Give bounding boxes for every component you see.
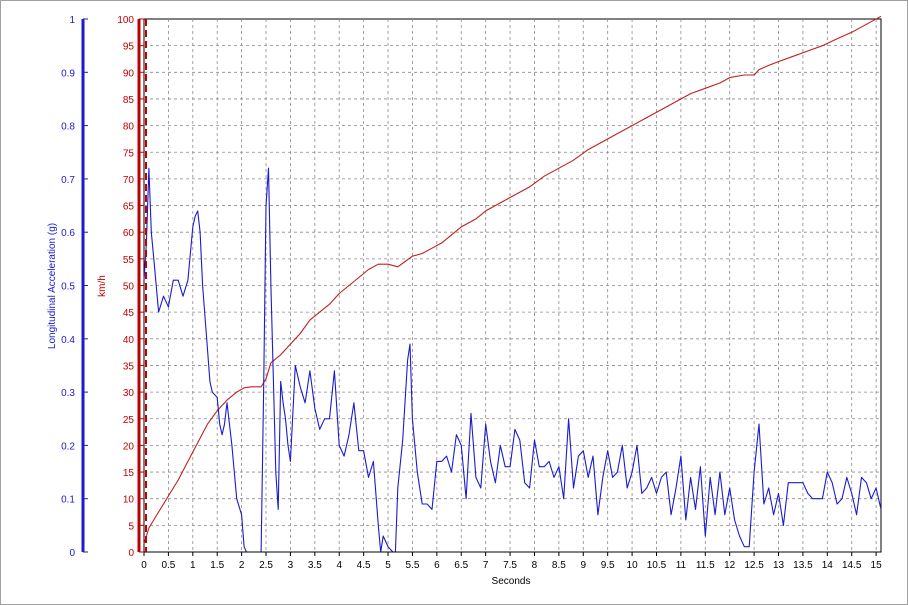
series-layer: [143, 15, 882, 553]
x-tick-label: 8: [532, 560, 538, 571]
x-tick-label: 7.5: [503, 560, 517, 571]
x-tick-label: 2: [239, 560, 245, 571]
x-tick-label: 9.5: [601, 560, 615, 571]
speed-tick-label: 50: [123, 282, 135, 293]
accel-tick-label: 0.7: [61, 175, 75, 186]
speed-tick-label: 15: [123, 468, 135, 479]
speed-tick-label: 55: [123, 255, 135, 266]
speed-tick-label: 45: [123, 308, 135, 319]
accel-tick-label: 0.4: [61, 335, 75, 346]
x-tick-label: 6: [434, 560, 440, 571]
x-tick-label: 4.5: [357, 560, 371, 571]
speed-tick-label: 100: [117, 15, 134, 26]
acceleration-series-line: [143, 167, 882, 553]
speed-tick-label: 5: [128, 521, 134, 532]
x-tick-label: 6.5: [454, 560, 468, 571]
accel-tick-label: 0.3: [61, 388, 75, 399]
grid-layer: [143, 18, 882, 553]
x-tick-label: 15: [871, 560, 883, 571]
speed-tick-label: 95: [123, 42, 135, 53]
speed-tick-label: 90: [123, 68, 135, 79]
x-tick-label: 5: [385, 560, 391, 571]
speed-series-line: [143, 15, 882, 545]
x-tick-label: 13.5: [793, 560, 813, 571]
accel-tick-label: 0.9: [61, 68, 75, 79]
x-tick-label: 9: [580, 560, 586, 571]
speed-tick-label: 65: [123, 202, 135, 213]
x-tick-label: 11: [676, 560, 687, 571]
x-tick-label: 2.5: [259, 560, 273, 571]
axes-layer: 0 0.5 1 1.5 2 2.5 3 3.5 4 4.5 5 5.5 6 6.5 7 7.5 8 8.5 9 9.5…: [61, 15, 882, 571]
x-tick-label: 1: [190, 560, 196, 571]
speed-tick-label: 25: [123, 415, 135, 426]
speed-tick-label: 80: [123, 122, 135, 133]
x-tick-label: 14: [822, 560, 834, 571]
x-tick-label: 14.5: [842, 560, 862, 571]
x-tick-label: 10: [627, 560, 639, 571]
speed-tick-label: 10: [123, 495, 135, 506]
speed-tick-label: 20: [123, 441, 135, 452]
speed-tick-label: 30: [123, 388, 135, 399]
accel-axis-title: Longitudinal Acceleration (g): [47, 223, 58, 349]
speed-tick-label: 60: [123, 228, 135, 239]
speed-tick-label: 70: [123, 175, 135, 186]
x-tick-label: 4: [336, 560, 342, 571]
x-tick-label: 11.5: [696, 560, 715, 571]
x-tick-label: 13: [773, 560, 785, 571]
x-tick-label: 12: [724, 560, 736, 571]
accel-tick-label: 1: [69, 15, 75, 26]
speed-tick-label: 75: [123, 148, 135, 159]
accel-tick-label: 0.5: [61, 282, 75, 293]
x-axis-title: Seconds: [492, 576, 531, 587]
speed-tick-label: 35: [123, 361, 135, 372]
x-tick-label: 8.5: [552, 560, 566, 571]
speed-tick-label: 40: [123, 335, 135, 346]
accel-tick-label: 0: [69, 548, 75, 559]
x-tick-label: 0.5: [161, 560, 175, 571]
accel-tick-label: 0.6: [61, 228, 75, 239]
x-tick-label: 5.5: [405, 560, 419, 571]
x-tick-label: 3: [288, 560, 294, 571]
x-tick-label: 7: [483, 560, 489, 571]
x-tick-label: 1.5: [210, 560, 224, 571]
accel-tick-label: 0.1: [61, 495, 75, 506]
x-tick-label: 0: [141, 560, 147, 571]
speed-tick-label: 0: [128, 548, 134, 559]
x-tick-label: 12.5: [744, 560, 764, 571]
x-tick-label: 10.5: [647, 560, 667, 571]
accel-tick-label: 0.8: [61, 122, 75, 133]
accel-tick-label: 0.2: [61, 441, 75, 452]
x-tick-label: 3.5: [308, 560, 322, 571]
speed-tick-label: 85: [123, 95, 135, 106]
speed-axis-title: km/h: [97, 275, 108, 297]
